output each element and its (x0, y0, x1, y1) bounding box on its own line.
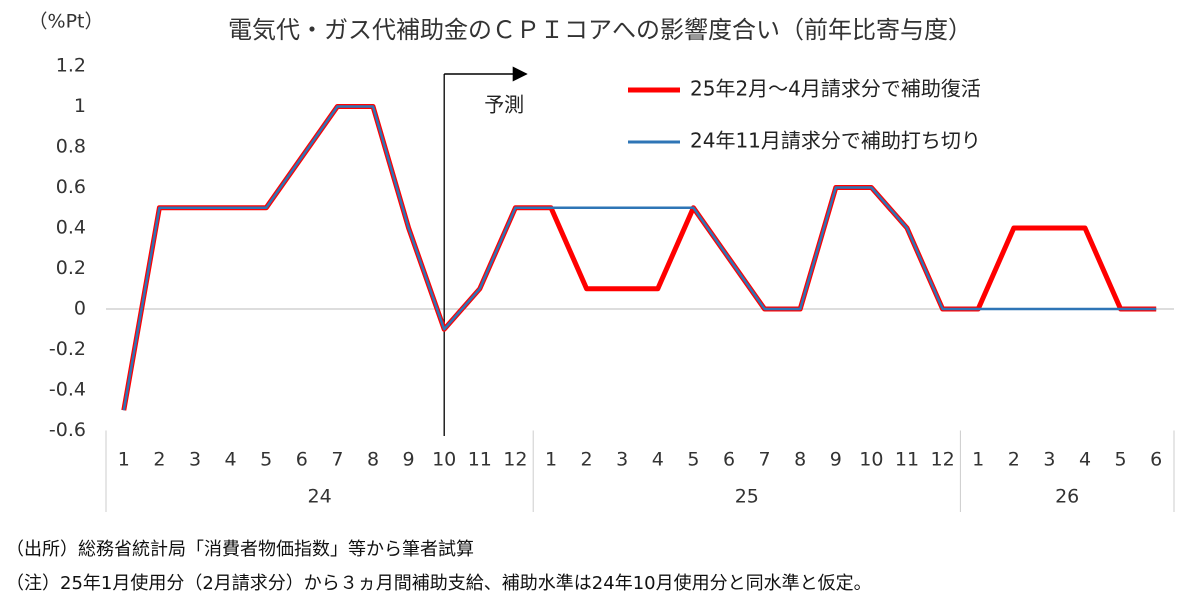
legend-label: 24年11月請求分で補助打ち切り (690, 129, 981, 153)
x-tick-label: 11 (895, 449, 919, 471)
annotation: 予測 (484, 93, 524, 117)
x-tick-label: 4 (652, 449, 664, 471)
x-tick-label: 12 (931, 449, 955, 471)
chart-title: 電気代・ガス代補助金のＣＰＩコアへの影響度合い（前年比寄与度） (228, 16, 972, 44)
x-tick-label: 8 (794, 449, 806, 471)
y-tick-label: 0.8 (56, 136, 86, 158)
x-tick-label: 9 (830, 449, 842, 471)
y-tick-label: 1 (74, 95, 86, 117)
note: （出所）総務省統計局「消費者物価指数」等から筆者試算 (6, 539, 474, 560)
y-tick-label: 0.4 (56, 217, 86, 239)
x-tick-label: 2 (153, 449, 165, 471)
series-line (121, 104, 1157, 411)
group-label: 26 (1055, 486, 1079, 508)
x-tick-label: 4 (1079, 449, 1091, 471)
legend-label: 25年2月～4月請求分で補助復活 (690, 77, 981, 101)
x-tick-label: 3 (1043, 449, 1055, 471)
y-tick-label: 0.6 (56, 176, 86, 198)
x-tick-label: 9 (403, 449, 415, 471)
x-tick-label: 10 (432, 449, 456, 471)
x-tick-label: 7 (331, 449, 343, 471)
x-tick-label: 1 (972, 449, 984, 471)
x-tick-label: 5 (1115, 449, 1127, 471)
note: （注）25年1月使用分（2月請求分）から３ヵ月間補助支給、補助水準は24年10月… (6, 573, 872, 594)
y-tick-label: 0.2 (56, 257, 86, 279)
x-tick-label: 5 (687, 449, 699, 471)
x-tick-label: 12 (503, 449, 527, 471)
x-tick-label: 6 (1150, 449, 1162, 471)
x-tick-label: 2 (1008, 449, 1020, 471)
x-tick-label: 6 (723, 449, 735, 471)
x-tick-label: 4 (225, 449, 237, 471)
x-tick-label: 8 (367, 449, 379, 471)
x-tick-label: 1 (118, 449, 130, 471)
y-tick-label: -0.2 (49, 338, 86, 360)
x-tick-label: 3 (616, 449, 628, 471)
x-tick-label: 10 (859, 449, 883, 471)
y-tick-label: 1.2 (56, 55, 86, 77)
x-tick-label: 1 (545, 449, 557, 471)
x-tick-label: 7 (759, 449, 771, 471)
y-axis-label: （%Pt） (29, 11, 104, 33)
x-tick-label: 6 (296, 449, 308, 471)
x-tick-label: 11 (468, 449, 492, 471)
y-tick-label: 0 (74, 298, 86, 320)
x-tick-label: 3 (189, 449, 201, 471)
group-label: 25 (735, 486, 759, 508)
y-tick-label: -0.6 (49, 419, 86, 441)
group-label: 24 (308, 486, 332, 508)
y-tick-label: -0.4 (49, 379, 86, 401)
x-tick-label: 5 (260, 449, 272, 471)
series-line (122, 105, 1157, 411)
x-tick-label: 2 (581, 449, 593, 471)
